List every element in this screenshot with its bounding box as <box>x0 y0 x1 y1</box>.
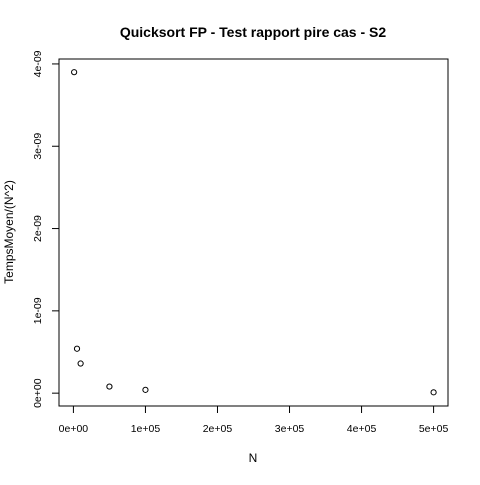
y-tick-label: 0e+00 <box>32 378 44 408</box>
chart-title: Quicksort FP - Test rapport pire cas - S… <box>120 24 387 40</box>
x-tick-label: 5e+05 <box>419 423 449 435</box>
data-point <box>71 69 78 76</box>
y-tick-label: 3e-09 <box>32 133 44 160</box>
y-tick-label: 2e-09 <box>32 215 44 242</box>
y-tick-label: 1e-09 <box>32 297 44 324</box>
x-tick-label: 3e+05 <box>275 423 305 435</box>
x-tick-label: 0e+00 <box>59 423 89 435</box>
x-tick-label: 4e+05 <box>347 423 377 435</box>
data-point <box>73 345 81 352</box>
data-points <box>71 69 437 396</box>
x-axis-label: N <box>249 451 258 465</box>
y-tick-label: 4e-09 <box>32 50 44 77</box>
data-point <box>106 383 113 390</box>
y-axis: 0e+00 1e-09 2e-09 3e-09 4e-09 <box>32 50 60 408</box>
x-axis: 0e+00 1e+05 2e+05 3e+05 4e+05 5e+05 <box>59 405 449 435</box>
data-point <box>142 386 149 393</box>
data-point <box>430 389 437 396</box>
x-tick-label: 2e+05 <box>203 423 233 435</box>
data-point <box>77 360 84 367</box>
x-tick-label: 1e+05 <box>131 423 161 435</box>
y-axis-label: TempsMoyen/(N^2) <box>2 180 16 284</box>
